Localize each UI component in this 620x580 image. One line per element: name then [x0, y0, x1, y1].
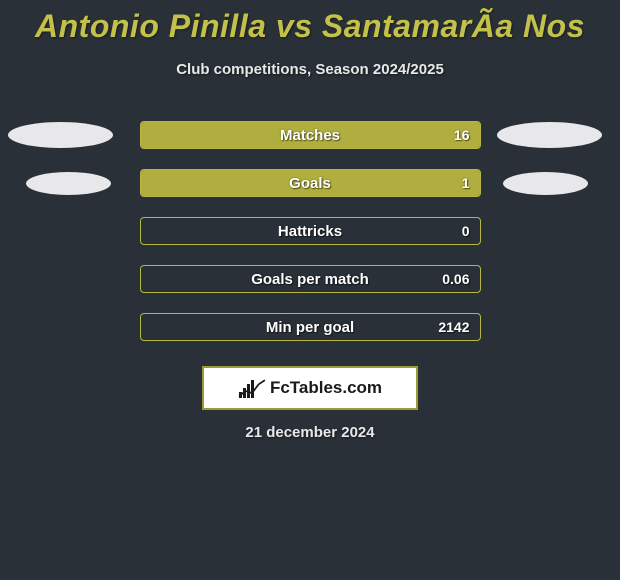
stat-value: 0 — [462, 223, 470, 239]
page-title: Antonio Pinilla vs SantamarÃ­a Nos — [0, 0, 620, 45]
right-ellipse — [497, 122, 602, 148]
stat-bar: Min per goal2142 — [140, 313, 481, 341]
branding-text: FcTables.com — [270, 378, 382, 398]
branding-box: FcTables.com — [202, 366, 418, 410]
stat-bar: Goals per match0.06 — [140, 265, 481, 293]
stat-row: Hattricks0 — [0, 218, 620, 244]
left-ellipse — [26, 172, 111, 195]
stat-label: Hattricks — [141, 223, 480, 240]
left-ellipse — [8, 122, 113, 148]
stat-row: Goals per match0.06 — [0, 266, 620, 292]
stat-label: Matches — [141, 127, 480, 144]
stat-bar: Matches16 — [140, 121, 481, 149]
stat-label: Min per goal — [141, 319, 480, 336]
stat-value: 0.06 — [442, 271, 469, 287]
stat-row: Matches16 — [0, 122, 620, 148]
stat-value: 1 — [462, 175, 470, 191]
stat-bar: Hattricks0 — [140, 217, 481, 245]
stat-row: Min per goal2142 — [0, 314, 620, 340]
stat-value: 2142 — [438, 319, 469, 335]
fctables-logo-icon — [238, 378, 264, 398]
stat-value: 16 — [454, 127, 470, 143]
stats-container: Matches16 Goals1 Hattricks0 Goals per match… — [0, 122, 620, 340]
subtitle: Club competitions, Season 2024/2025 — [0, 61, 620, 78]
stat-label: Goals per match — [141, 271, 480, 288]
stat-bar: Goals1 — [140, 169, 481, 197]
date-text: 21 december 2024 — [0, 424, 620, 441]
stat-row: Goals1 — [0, 170, 620, 196]
stat-label: Goals — [141, 175, 480, 192]
right-ellipse — [503, 172, 588, 195]
